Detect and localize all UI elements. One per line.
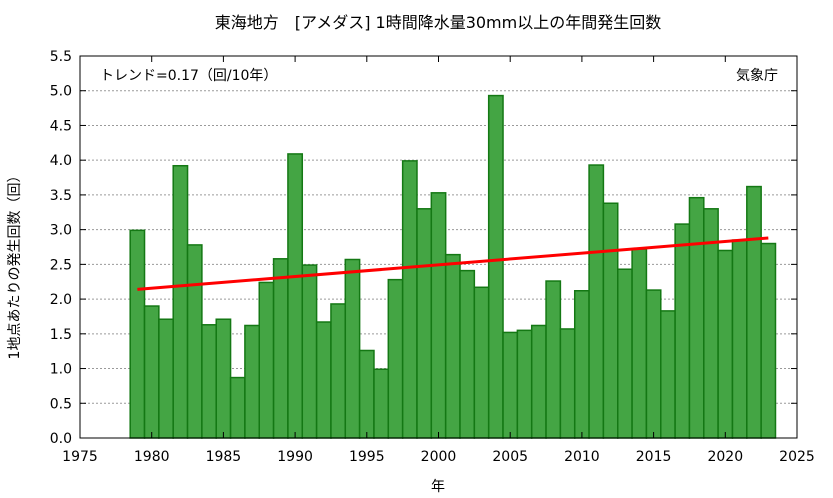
bar [746, 185, 762, 439]
bar [717, 249, 734, 439]
bar [401, 160, 418, 439]
y-tick-label: 1.0 [50, 362, 72, 378]
bar [387, 278, 404, 439]
bars [129, 94, 777, 439]
bar [416, 208, 433, 439]
trend-line [137, 236, 769, 291]
y-tick-label: 4.5 [50, 118, 72, 134]
y-tick-label: 4.0 [50, 153, 72, 169]
source-annotation: 気象庁 [736, 68, 778, 84]
y-tick-label: 0.0 [50, 431, 72, 447]
bar [459, 269, 476, 439]
bar [688, 196, 705, 439]
bar [516, 329, 533, 439]
bar [373, 368, 390, 439]
bar [573, 290, 590, 439]
bar [287, 153, 304, 439]
bar [129, 229, 146, 439]
bar [631, 248, 648, 439]
bar [602, 202, 619, 439]
y-tick-label: 0.5 [50, 396, 72, 412]
bar [301, 264, 318, 439]
x-tick-label: 1980 [134, 449, 170, 465]
x-tick-label: 2010 [564, 449, 600, 465]
bar [143, 305, 160, 439]
y-axis-ticks: 0.0 0.5 1.0 1.5 2.0 2.5 3.0 3.5 4.0 4.5 5.0 5.5 [50, 49, 797, 447]
bar [731, 239, 748, 439]
x-tick-label: 1995 [349, 449, 385, 465]
bar [617, 268, 633, 439]
bar [186, 244, 203, 439]
x-tick-label: 1985 [206, 449, 242, 465]
x-tick-label: 2020 [707, 449, 743, 465]
bar [674, 223, 691, 439]
bar [660, 310, 676, 439]
bar [444, 253, 461, 439]
x-tick-label: 2005 [492, 449, 528, 465]
x-tick-label: 2015 [636, 449, 672, 465]
bar [487, 94, 504, 439]
bar [559, 328, 576, 439]
bar [530, 324, 547, 439]
x-axis-ticks: 1975 1980 1985 1990 1995 2000 2005 2010 2015 2020… [62, 56, 815, 465]
trend-annotation: トレンド=0.17（回/10年） [100, 68, 277, 84]
bar [158, 318, 174, 439]
bar [358, 349, 375, 439]
chart-title: 東海地方 [アメダス] 1時間降水量30mm以上の年間発生回数 [215, 13, 661, 32]
x-axis-label: 年 [431, 479, 445, 495]
bar [330, 303, 347, 439]
bar [215, 318, 232, 439]
y-tick-label: 2.5 [50, 257, 72, 273]
bar [258, 281, 275, 439]
trend-line-group [137, 236, 769, 291]
bar [315, 321, 332, 439]
bar [201, 324, 217, 439]
bar [344, 258, 361, 439]
bar [545, 280, 562, 439]
y-axis-label: 1地点あたりの発生回数（回） [7, 169, 23, 360]
bar [172, 164, 189, 439]
bar [473, 286, 490, 439]
y-tick-label: 5.0 [50, 84, 72, 100]
y-tick-label: 2.0 [50, 292, 72, 308]
bar [502, 331, 519, 439]
bar [760, 242, 777, 439]
bar [645, 289, 662, 439]
y-tick-label: 3.5 [50, 188, 72, 204]
x-tick-label: 2000 [421, 449, 457, 465]
x-tick-label: 1975 [62, 449, 98, 465]
y-tick-label: 3.0 [50, 223, 72, 239]
y-tick-label: 1.5 [50, 327, 72, 343]
x-tick-label: 2025 [779, 449, 815, 465]
bar [272, 258, 289, 439]
bar [588, 164, 605, 439]
bar [430, 192, 447, 439]
bar [244, 324, 261, 439]
bar [229, 376, 246, 439]
y-tick-label: 5.5 [50, 49, 72, 65]
x-tick-label: 1990 [277, 449, 313, 465]
